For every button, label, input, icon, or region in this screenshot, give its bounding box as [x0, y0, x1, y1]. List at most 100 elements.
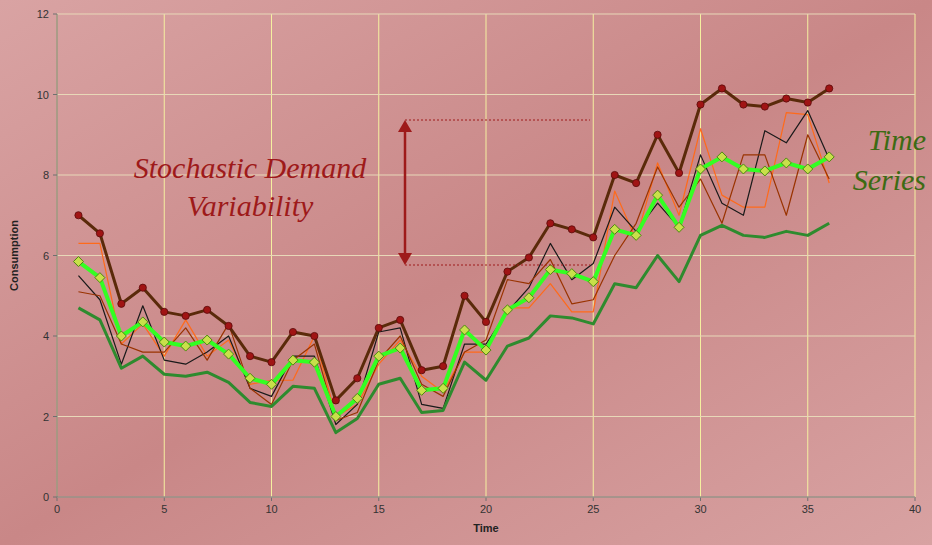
- marker: [696, 164, 706, 174]
- marker: [289, 328, 296, 335]
- tick-label-x: 35: [802, 503, 814, 515]
- marker: [525, 254, 532, 261]
- marker: [397, 316, 404, 323]
- marker: [588, 277, 598, 287]
- marker: [803, 164, 813, 174]
- marker: [311, 332, 318, 339]
- marker: [440, 363, 447, 370]
- tick-label-x: 30: [694, 503, 706, 515]
- marker: [504, 268, 511, 275]
- tick-label-y: 12: [37, 8, 49, 20]
- tick-label-y: 6: [43, 250, 49, 262]
- tick-label-x: 25: [587, 503, 599, 515]
- tick-x: [57, 497, 58, 501]
- marker: [375, 324, 382, 331]
- tick-y: [53, 255, 57, 256]
- marker: [631, 230, 641, 240]
- marker: [460, 325, 470, 335]
- series-line: [78, 135, 829, 421]
- marker: [139, 284, 146, 291]
- annotation: Variability: [187, 189, 314, 222]
- marker: [760, 166, 770, 176]
- tick-x: [486, 497, 487, 501]
- series-group: [73, 85, 834, 433]
- marker: [502, 305, 512, 315]
- grid-line-y: [57, 14, 915, 15]
- marker: [159, 337, 169, 347]
- arrow-head: [398, 253, 412, 265]
- background: [0, 0, 932, 545]
- tick-x: [271, 497, 272, 501]
- marker: [461, 292, 468, 299]
- tick-x: [915, 497, 916, 501]
- grid-line-y: [57, 497, 915, 498]
- marker: [610, 224, 620, 234]
- marker: [288, 355, 298, 365]
- marker: [653, 190, 663, 200]
- marker: [761, 103, 768, 110]
- marker: [481, 345, 491, 355]
- marker: [654, 131, 661, 138]
- tick-label-x: 15: [373, 503, 385, 515]
- marker: [740, 101, 747, 108]
- tick-y: [53, 14, 57, 15]
- marker: [783, 95, 790, 102]
- marker: [331, 412, 341, 422]
- marker: [225, 322, 232, 329]
- marker: [116, 331, 126, 341]
- tick-label-x: 20: [480, 503, 492, 515]
- marker: [138, 317, 148, 327]
- marker: [352, 393, 362, 403]
- series-line: [78, 157, 829, 417]
- marker: [268, 359, 275, 366]
- tick-y: [53, 175, 57, 176]
- tick-y: [53, 336, 57, 337]
- grid-line-x: [57, 14, 58, 497]
- marker: [267, 379, 277, 389]
- marker: [395, 343, 405, 353]
- marker: [718, 85, 725, 92]
- tick-label-x: 0: [54, 503, 60, 515]
- marker: [73, 257, 83, 267]
- marker: [567, 269, 577, 279]
- x-axis-title: Time: [473, 522, 498, 534]
- marker: [354, 375, 361, 382]
- tick-label-x: 5: [161, 503, 167, 515]
- tick-y: [53, 94, 57, 95]
- tick-x: [700, 497, 701, 501]
- marker: [181, 341, 191, 351]
- marker: [675, 169, 682, 176]
- marker: [75, 212, 82, 219]
- marker: [781, 158, 791, 168]
- page: {"chart_data": { "type": "line", "x_labe…: [0, 0, 932, 545]
- marker: [804, 99, 811, 106]
- marker: [717, 152, 727, 162]
- chart: 0510152025303540024681012TimeConsumption…: [0, 0, 932, 545]
- marker: [611, 171, 618, 178]
- marker: [482, 318, 489, 325]
- dotted-line: [405, 265, 590, 266]
- y-axis-title: Consumption: [8, 220, 20, 291]
- annotation: Series: [853, 163, 926, 196]
- marker: [182, 312, 189, 319]
- tick-label-y: 2: [43, 411, 49, 423]
- marker: [738, 164, 748, 174]
- marker: [374, 351, 384, 361]
- tick-x: [378, 497, 379, 501]
- marker: [438, 383, 448, 393]
- marker: [224, 349, 234, 359]
- tick-label-y: 4: [43, 330, 49, 342]
- tick-label-y: 0: [43, 491, 49, 503]
- marker: [417, 385, 427, 395]
- marker: [332, 397, 339, 404]
- tick-label-x: 10: [265, 503, 277, 515]
- marker: [245, 373, 255, 383]
- series-line: [78, 88, 829, 400]
- arrow-head: [398, 120, 412, 132]
- variability-arrow: [398, 120, 590, 265]
- marker: [524, 293, 534, 303]
- grid-line-y: [57, 416, 915, 417]
- series-line: [78, 111, 829, 425]
- arrow-shaft: [404, 128, 407, 257]
- tick-x: [807, 497, 808, 501]
